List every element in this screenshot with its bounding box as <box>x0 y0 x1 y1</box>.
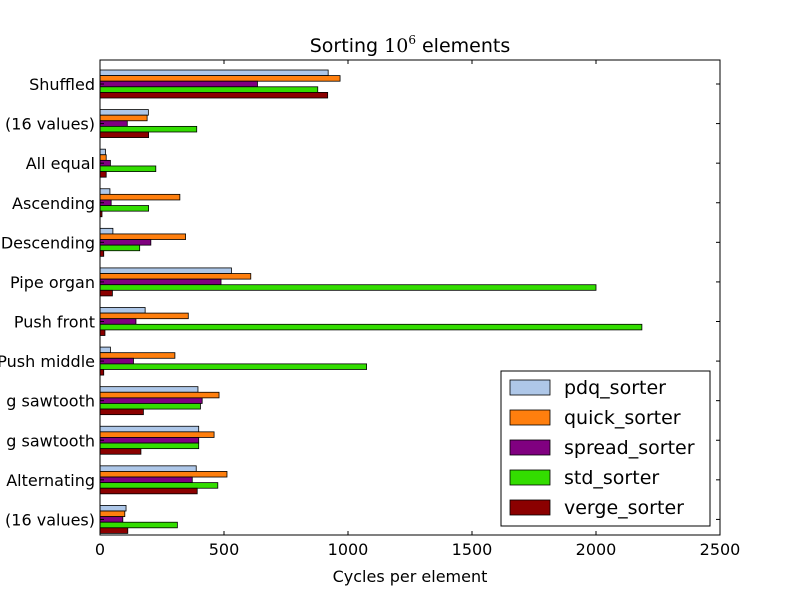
bar-quick_sorter-7 <box>99 352 176 359</box>
y-tick-label-1: (16 values) <box>5 115 95 134</box>
bar-std_sorter-0 <box>99 86 319 93</box>
bar-quick_sorter-5 <box>99 273 252 280</box>
legend-swatch-verge_sorter <box>509 499 551 516</box>
bar-pdq_sorter-8 <box>99 386 199 393</box>
bar-quick_sorter-8 <box>99 391 220 399</box>
bars-group <box>99 69 643 534</box>
bar-pdq_sorter-5 <box>99 267 232 274</box>
bar-spread_sorter-4 <box>99 239 152 246</box>
bar-verge_sorter-4 <box>99 250 105 257</box>
x-axis-title: Cycles per element <box>333 567 488 586</box>
x-tick-label-4: 2000 <box>576 540 617 559</box>
legend-swatch-std_sorter <box>509 469 551 486</box>
y-tick-label-6: Push front <box>14 313 95 332</box>
legend-swatch-quick_sorter <box>509 409 551 426</box>
bar-quick_sorter-11 <box>99 510 126 518</box>
bar-pdq_sorter-4 <box>99 227 114 235</box>
legend: pdq_sorter quick_sorter spread_sorter std_s… <box>500 370 711 527</box>
y-tick-label-4: Descending <box>1 233 95 252</box>
bar-spread_sorter-5 <box>99 278 222 286</box>
bar-std_sorter-10 <box>99 482 219 489</box>
y-tick-label-7: Push middle <box>0 352 95 371</box>
bar-std_sorter-1 <box>99 125 198 133</box>
legend-label-verge_sorter: verge_sorter <box>564 497 684 519</box>
y-tick-label-3: Ascending <box>12 194 95 213</box>
bar-pdq_sorter-3 <box>99 188 111 195</box>
legend-label-pdq_sorter: pdq_sorter <box>564 377 666 399</box>
y-tick-label-0: Shuffled <box>29 75 95 94</box>
bar-std_sorter-7 <box>99 363 368 370</box>
y-tick-label-11: (16 values) <box>5 510 95 529</box>
legend-label-spread_sorter: spread_sorter <box>564 437 695 459</box>
legend-swatch-spread_sorter <box>509 439 551 456</box>
bar-quick_sorter-9 <box>99 431 215 438</box>
bar-spread_sorter-10 <box>99 476 193 484</box>
y-tick-label-9: g sawtooth <box>6 431 95 450</box>
bar-spread_sorter-8 <box>99 397 203 404</box>
bar-std_sorter-8 <box>99 403 201 410</box>
x-tick-label-1: 500 <box>209 540 240 559</box>
bar-pdq_sorter-9 <box>99 425 200 433</box>
bar-pdq_sorter-1 <box>99 109 149 116</box>
bar-verge_sorter-1 <box>99 131 150 138</box>
bar-std_sorter-2 <box>99 165 157 172</box>
bar-pdq_sorter-10 <box>99 465 197 472</box>
bar-verge_sorter-9 <box>99 448 142 455</box>
bar-quick_sorter-6 <box>99 312 189 320</box>
bar-verge_sorter-11 <box>99 527 129 534</box>
bar-spread_sorter-1 <box>99 120 128 127</box>
x-tick-label-3: 1500 <box>452 540 493 559</box>
bar-pdq_sorter-6 <box>99 307 146 314</box>
ticks-group: 0 500 1000 1500 2000 2500 Shuffled (16 values) A… <box>0 60 740 559</box>
legend-label-quick_sorter: quick_sorter <box>564 407 681 429</box>
bar-verge_sorter-6 <box>99 329 106 336</box>
bar-verge_sorter-5 <box>99 289 113 297</box>
bar-quick_sorter-2 <box>99 154 107 161</box>
bar-verge_sorter-0 <box>99 92 329 99</box>
bar-std_sorter-11 <box>99 521 178 529</box>
y-tick-label-2: All equal <box>26 154 95 173</box>
y-tick-label-5: Pipe organ <box>10 273 95 292</box>
bar-std_sorter-5 <box>99 284 597 291</box>
x-tick-label-0: 0 <box>95 540 105 559</box>
bar-spread_sorter-6 <box>99 318 137 325</box>
y-tick-label-10: Alternating <box>6 471 95 490</box>
bar-quick_sorter-4 <box>99 233 186 240</box>
legend-label-std_sorter: std_sorter <box>564 467 659 489</box>
plot-frame <box>99 59 721 536</box>
bar-std_sorter-4 <box>99 244 141 252</box>
x-tick-label-5: 2500 <box>700 540 741 559</box>
legend-swatch-pdq_sorter <box>509 379 551 396</box>
bar-quick_sorter-0 <box>99 75 341 82</box>
bar-std_sorter-3 <box>99 205 150 212</box>
bar-spread_sorter-7 <box>99 357 134 365</box>
bar-verge_sorter-10 <box>99 487 198 495</box>
bar-pdq_sorter-7 <box>99 346 111 354</box>
bar-verge_sorter-2 <box>99 171 107 178</box>
bar-std_sorter-6 <box>99 323 643 331</box>
bar-pdq_sorter-11 <box>99 505 127 512</box>
y-tick-label-8: g sawtooth <box>6 392 95 411</box>
bar-quick_sorter-3 <box>99 193 181 201</box>
bar-pdq_sorter-0 <box>99 69 329 76</box>
bar-std_sorter-9 <box>99 442 200 450</box>
bar-verge_sorter-8 <box>99 408 144 416</box>
bar-verge_sorter-7 <box>99 369 105 376</box>
bar-spread_sorter-9 <box>99 437 200 444</box>
bar-spread_sorter-0 <box>99 80 258 88</box>
chart-title: Sorting 106 elements <box>310 33 511 57</box>
bar-pdq_sorter-2 <box>99 148 106 156</box>
x-tick-label-2: 1000 <box>328 540 369 559</box>
bar-quick_sorter-1 <box>99 114 148 122</box>
bar-quick_sorter-10 <box>99 471 228 478</box>
